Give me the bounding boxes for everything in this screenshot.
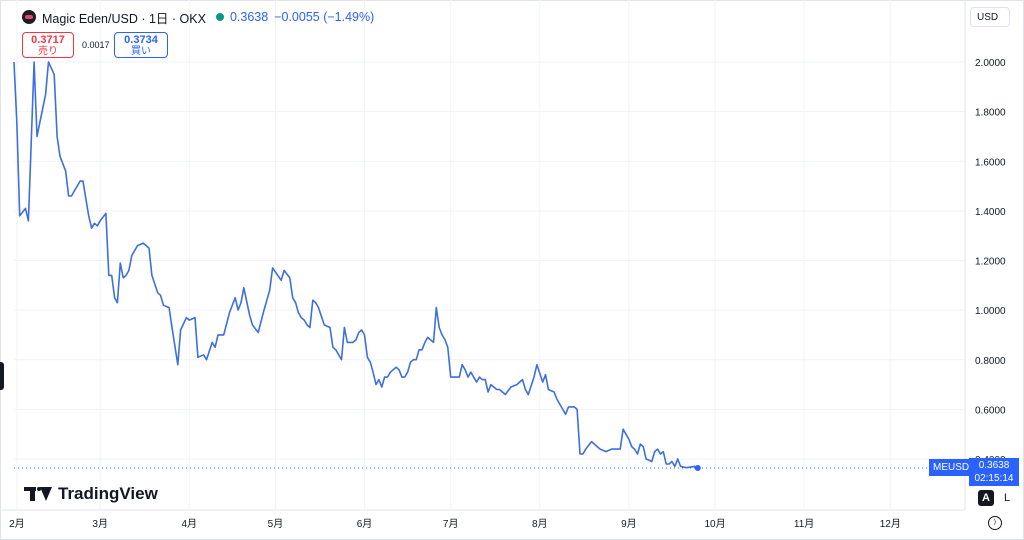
header-last-price: 0.3638 bbox=[229, 10, 269, 24]
tradingview-watermark: TradingView bbox=[24, 484, 158, 504]
time-axis: 2月 3月 4月 5月 6月 7月 8月 9月 10月 11月 12月 bbox=[9, 518, 901, 530]
y-tick-label: 2.0000 bbox=[975, 58, 1006, 69]
drawing-toolbar-handle[interactable] bbox=[0, 362, 4, 390]
watermark-text: TradingView bbox=[58, 484, 158, 503]
bar-countdown: 02:15:14 bbox=[974, 473, 1014, 484]
y-tick-label: 1.0000 bbox=[975, 306, 1006, 317]
x-tick-label: 8月 bbox=[532, 518, 548, 530]
chart-grid bbox=[0, 0, 966, 511]
tradingview-logo-icon bbox=[24, 487, 52, 501]
last-price-value: 0.3638 bbox=[978, 460, 1010, 471]
x-tick-label: 4月 bbox=[181, 518, 197, 530]
last-price-badge: 0.3638 02:15:14 bbox=[969, 458, 1019, 486]
price-series-line bbox=[13, 61, 699, 469]
y-tick-label: 0.6000 bbox=[975, 405, 1006, 416]
log-scale-button[interactable]: L bbox=[1003, 492, 1011, 504]
sell-button[interactable]: 0.3717 売り bbox=[22, 32, 74, 58]
y-tick-label: 1.2000 bbox=[975, 257, 1006, 268]
price-axis: 2.0000 1.8000 1.6000 1.4000 1.2000 1.0000 0.80… bbox=[975, 58, 1006, 466]
chart-header: Magic Eden/USD · 1日 · OKX 0.3638 −0.0055… bbox=[22, 8, 374, 26]
header-price-change: −0.0055 (−1.49%) bbox=[274, 10, 375, 24]
buy-label: 買い bbox=[131, 46, 151, 57]
y-tick-label: 1.4000 bbox=[975, 207, 1006, 218]
y-tick-label: 1.6000 bbox=[975, 157, 1006, 168]
y-tick-label: 0.8000 bbox=[975, 356, 1006, 367]
x-tick-label: 10月 bbox=[704, 518, 725, 530]
x-tick-label: 9月 bbox=[621, 518, 637, 530]
symbol-price-label: MEUSD bbox=[929, 459, 974, 476]
buy-price: 0.3734 bbox=[124, 34, 158, 46]
magic-eden-logo-icon bbox=[22, 10, 36, 24]
x-tick-label: 2月 bbox=[9, 518, 25, 530]
market-open-status-icon bbox=[215, 13, 224, 21]
buy-button[interactable]: 0.3734 買い bbox=[114, 32, 168, 58]
auto-scale-button[interactable]: A bbox=[978, 490, 994, 506]
x-tick-label: 12月 bbox=[880, 518, 901, 530]
x-tick-label: 6月 bbox=[357, 518, 373, 530]
symbol-title[interactable]: Magic Eden/USD · 1日 · OKX bbox=[42, 11, 206, 26]
sell-label: 売り bbox=[38, 46, 58, 57]
sell-price: 0.3717 bbox=[31, 34, 65, 46]
scroll-to-realtime-icon[interactable]: ⟩ bbox=[988, 516, 1002, 530]
x-tick-label: 3月 bbox=[92, 518, 108, 530]
x-tick-label: 5月 bbox=[268, 518, 284, 530]
currency-selector[interactable]: USD bbox=[970, 7, 1010, 27]
y-tick-label: 1.8000 bbox=[975, 108, 1006, 119]
x-tick-label: 7月 bbox=[443, 518, 459, 530]
last-price-dot bbox=[694, 464, 701, 471]
x-tick-label: 11月 bbox=[794, 518, 814, 530]
spread-value: 0.0017 bbox=[82, 40, 110, 50]
